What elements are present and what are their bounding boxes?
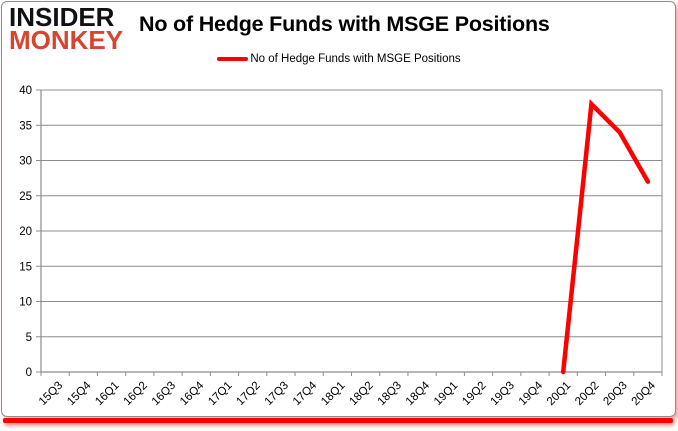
legend: No of Hedge Funds with MSGE Positions	[0, 53, 678, 65]
legend-label: No of Hedge Funds with MSGE Positions	[250, 53, 461, 65]
chart-title: No of Hedge Funds with MSGE Positions	[139, 12, 550, 36]
legend-line-swatch	[217, 56, 249, 62]
logo-word-insider: INSIDER	[9, 2, 115, 32]
bottom-red-bar	[3, 418, 673, 423]
insider-monkey-logo: INSIDER MONKEY	[9, 2, 124, 55]
logo-word-monkey: MONKEY	[9, 24, 124, 55]
